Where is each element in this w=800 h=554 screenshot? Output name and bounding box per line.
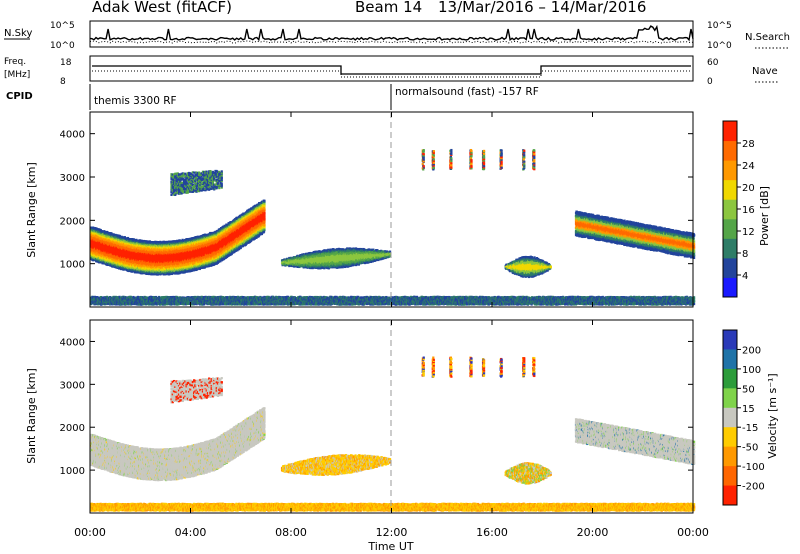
sky-right-tick-bottom: 10^0: [707, 41, 732, 51]
power-cell: [106, 256, 109, 259]
cpid-mode-1: themis 3300 RF: [94, 95, 177, 107]
freq-left-tick-top: 18: [60, 58, 72, 68]
power-data: [90, 148, 696, 306]
power-cell: [90, 234, 93, 237]
beam-label: Beam 14: [355, 0, 422, 16]
cpid-mode-2: normalsound (fast) -157 RF: [395, 86, 539, 98]
sky-left-label: N.Sky: [4, 28, 32, 39]
freq-left-label: Freq.: [4, 57, 26, 67]
freq-left-unit: [MHz]: [4, 70, 30, 80]
power-cell: [102, 236, 105, 239]
nave-trace: [92, 70, 691, 78]
sky-right-tick-top: 10^5: [707, 21, 732, 31]
power-cell: [118, 234, 121, 238]
cpid-label: CPID: [6, 91, 33, 102]
n-search-trace: [89, 40, 694, 44]
power-cell: [109, 247, 112, 250]
frequency-trace: [92, 65, 691, 75]
date-range: 13/Mar/2016 – 14/Mar/2016: [438, 0, 646, 16]
n-sky-trace: [89, 24, 694, 42]
nave-label: Nave: [752, 66, 778, 77]
sky-panel-frame: [89, 20, 694, 48]
power-cell: [122, 259, 125, 262]
freq-right-tick-bottom: 0: [707, 77, 713, 87]
sky-right-label: N.Search: [745, 32, 790, 43]
sky-left-tick-bottom: 10^0: [50, 41, 75, 51]
station-title: Adak West (fitACF): [92, 0, 232, 16]
freq-right-tick-top: 60: [707, 58, 719, 68]
freq-panel-frame: [89, 55, 694, 82]
power-cell: [103, 230, 106, 233]
freq-left-tick-bottom: 8: [60, 77, 66, 87]
sky-left-tick-top: 10^5: [50, 21, 75, 31]
